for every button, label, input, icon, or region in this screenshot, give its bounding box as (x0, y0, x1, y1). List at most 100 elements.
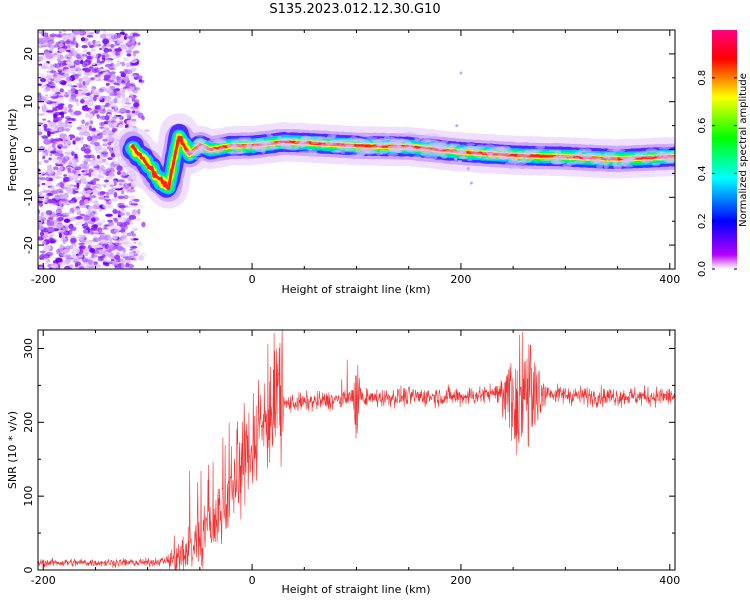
noise-speck (38, 122, 43, 125)
noise-speck (41, 235, 46, 239)
ridge-halo-speck (596, 164, 603, 169)
noise-speck (114, 188, 123, 191)
noise-speck (117, 179, 125, 183)
noise-speck (87, 181, 94, 185)
noise-speck (132, 250, 136, 254)
noise-speck (42, 190, 50, 194)
ridge-halo-speck (350, 153, 363, 157)
noise-speck (118, 124, 124, 128)
noise-speck (126, 82, 132, 88)
noise-speck (82, 171, 87, 175)
noise-speck (131, 209, 138, 215)
ridge-halo-speck (346, 145, 354, 148)
noise-speck (72, 139, 76, 145)
ridge-halo-speck (391, 143, 397, 146)
noise-speck (71, 174, 80, 180)
noise-speck (102, 138, 109, 142)
noise-speck (124, 241, 133, 248)
noise-speck (104, 243, 109, 250)
noise-speck (119, 108, 127, 113)
noise-speck (144, 129, 151, 132)
noise-speck (60, 251, 66, 257)
ridge-halo-speck (403, 131, 417, 136)
noise-speck (96, 57, 100, 64)
noise-speck (86, 189, 93, 194)
ridge-halo-speck (194, 139, 207, 144)
noise-speck (54, 63, 61, 69)
noise-speck (113, 63, 118, 69)
ridge-halo-speck (235, 149, 244, 152)
noise-speck (58, 232, 63, 239)
noise-speck (41, 135, 49, 139)
noise-speck (85, 113, 90, 118)
ridge-halo-speck (399, 138, 409, 142)
ridge-halo-speck (428, 142, 437, 146)
ridge-halo-speck (362, 135, 374, 138)
noise-speck (108, 103, 114, 108)
noise-speck (38, 92, 42, 98)
noise-speck (62, 192, 69, 199)
ridge-halo-speck (394, 149, 403, 154)
ridge-halo-speck (475, 156, 483, 159)
noise-speck (100, 33, 107, 39)
noise-speck (48, 36, 56, 40)
noise-speck (81, 106, 90, 112)
noise-speck (138, 241, 143, 247)
noise-speck (124, 69, 133, 75)
ridge-halo-speck (414, 148, 427, 152)
noise-speck (38, 215, 43, 218)
colorbar-tick-label: 0.4 (697, 165, 708, 181)
noise-speck (63, 73, 69, 77)
noise-speck (114, 88, 120, 92)
noise-speck (124, 109, 131, 114)
noise-speck (62, 227, 67, 230)
ridge-halo-speck (667, 143, 675, 148)
noise-speck (61, 92, 67, 96)
noise-speck (118, 230, 126, 233)
noise-speck (63, 174, 67, 177)
noise-speck (45, 237, 51, 240)
noise-speck (78, 266, 85, 269)
noise-speck (38, 161, 42, 166)
noise-speck (101, 56, 106, 62)
noise-speck (38, 175, 43, 179)
ridge-halo-speck (300, 135, 313, 140)
noise-speck (120, 103, 125, 109)
noise-speck (61, 137, 69, 141)
noise-speck (56, 189, 63, 192)
noise-speck (77, 89, 83, 92)
ridge-halo-speck (552, 160, 565, 165)
noise-speck (96, 155, 101, 159)
noise-speck (76, 182, 80, 189)
noise-speck (75, 215, 84, 220)
ridge-halo-speck (516, 153, 531, 158)
noise-speck (103, 121, 109, 125)
ridge-halo-speck (655, 153, 663, 158)
noise-speck (48, 158, 52, 161)
noise-speck (130, 38, 136, 44)
noise-speck (70, 94, 77, 100)
noise-speck (99, 183, 106, 187)
ridge-halo-speck (511, 158, 519, 161)
noise-speck (66, 156, 72, 161)
ridge-halo-speck (505, 149, 513, 155)
ridge-halo-speck (339, 138, 353, 142)
ridge-halo-speck (493, 145, 500, 149)
spectrogram-ytick-label: 0 (22, 146, 35, 153)
ridge-halo-speck (402, 142, 410, 146)
ridge-halo-speck (603, 164, 610, 169)
noise-speck (62, 212, 70, 217)
noise-speck (46, 226, 54, 232)
ridge-halo-speck (387, 145, 401, 148)
noise-speck (55, 257, 63, 263)
noise-speck (88, 171, 92, 177)
noise-speck (47, 120, 51, 123)
noise-speck (93, 178, 98, 181)
ridge-halo-speck (195, 134, 205, 137)
spectrogram-ytick-label: -10 (22, 188, 35, 206)
noise-speck (49, 46, 54, 52)
noise-speck (58, 216, 64, 221)
noise-speck (70, 85, 75, 89)
noise-speck (44, 94, 49, 97)
spectrogram-xtick-label: 0 (249, 273, 256, 286)
